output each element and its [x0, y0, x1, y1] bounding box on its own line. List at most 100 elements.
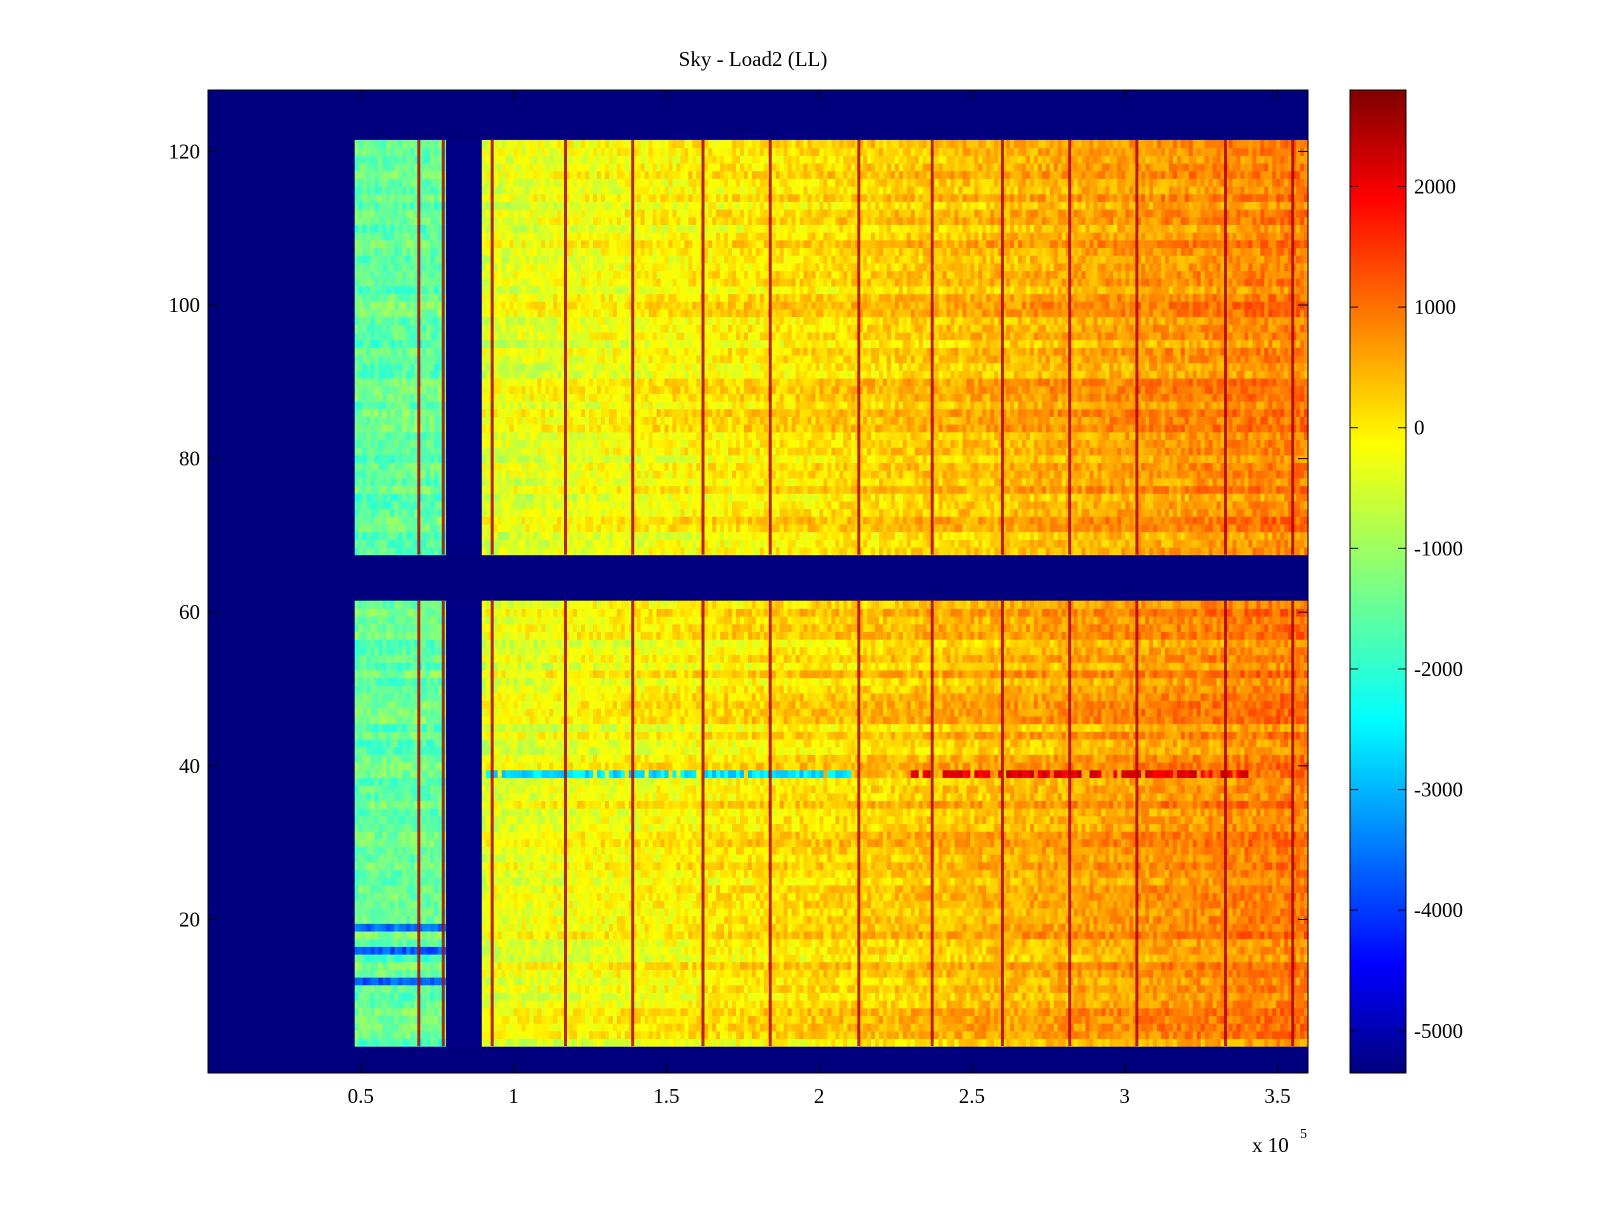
heatmap-cell — [978, 1030, 983, 1040]
heatmap-cell — [1284, 1015, 1289, 1024]
heatmap-cell — [815, 900, 821, 909]
heatmap-cell — [747, 1000, 753, 1009]
heatmap-cell — [851, 953, 856, 963]
heatmap-cell — [561, 953, 566, 963]
heatmap-cell — [553, 953, 558, 963]
heatmap-cell — [743, 938, 749, 947]
heatmap-cell — [410, 923, 415, 932]
heatmap-cell — [382, 1038, 388, 1047]
heatmap-cell — [1089, 969, 1095, 978]
heatmap-cell — [521, 953, 527, 963]
heatmap-cell — [569, 969, 574, 978]
heatmap-cell — [1053, 1000, 1059, 1009]
heatmap-cell — [807, 1015, 813, 1024]
plot-area — [207, 89, 1309, 1074]
heatmap-cell — [632, 915, 638, 924]
heatmap-cell — [414, 984, 419, 993]
heatmap-cell — [628, 969, 634, 978]
heatmap-cell — [398, 1038, 403, 1047]
heatmap-cell — [1228, 930, 1234, 940]
heatmap-cell — [1037, 1015, 1043, 1024]
heatmap-cell — [1264, 907, 1269, 917]
heatmap-cell — [1113, 946, 1118, 955]
heatmap-cell — [1244, 992, 1250, 1001]
heatmap-cell — [1141, 907, 1146, 917]
heatmap-cell — [1053, 915, 1059, 924]
heatmap-cell — [1085, 1030, 1091, 1040]
heatmap-cell — [394, 953, 399, 963]
heatmap-cell — [910, 907, 916, 917]
heatmap-cell — [1200, 892, 1206, 901]
heatmap-cell — [1057, 930, 1063, 940]
heatmap-cell — [882, 984, 888, 993]
heatmap-cell — [461, 1030, 467, 1040]
heatmap-cell — [1288, 900, 1293, 909]
heatmap-cell — [513, 907, 519, 917]
heatmap-cell — [946, 1038, 952, 1047]
heatmap-cell — [906, 923, 912, 932]
heatmap-cell — [867, 977, 872, 986]
heatmap-cell — [724, 930, 729, 940]
heatmap-cell — [811, 969, 817, 978]
heatmap-cell — [771, 953, 777, 963]
heatmap-cell — [815, 961, 821, 970]
heatmap-cell — [434, 984, 439, 993]
heatmap-cell — [1284, 1007, 1289, 1016]
heatmap-cell — [362, 1030, 368, 1040]
heatmap-cell — [1029, 884, 1035, 894]
heatmap-cell — [1053, 1030, 1059, 1040]
heatmap-cell — [398, 969, 403, 978]
heatmap-cell — [477, 1023, 483, 1032]
heatmap-cell — [1053, 1015, 1059, 1024]
heatmap-cell — [720, 1023, 725, 1032]
heatmap-cell — [934, 923, 940, 932]
heatmap-cell — [1248, 969, 1253, 978]
heatmap-cell — [934, 930, 940, 940]
heatmap-cell — [1073, 1007, 1079, 1016]
heatmap-cell — [1121, 915, 1126, 924]
heatmap-cell — [835, 1030, 840, 1040]
heatmap-cell — [950, 884, 956, 894]
heatmap-cell — [386, 992, 392, 1001]
heatmap-cell — [461, 992, 467, 1001]
heatmap-cell — [358, 984, 364, 993]
heatmap-cell — [716, 1015, 721, 1024]
heatmap-cell — [465, 969, 471, 978]
heatmap-cell — [1025, 946, 1031, 955]
heatmap-cell — [1220, 1000, 1226, 1009]
heatmap-cell — [1284, 984, 1289, 993]
heatmap-cell — [986, 977, 991, 986]
heatmap-cell — [481, 884, 487, 894]
heatmap-cell — [1240, 930, 1246, 940]
heatmap-cell — [565, 923, 570, 932]
heatmap-cell — [446, 953, 451, 963]
heatmap-cell — [374, 923, 380, 932]
heatmap-cell — [664, 884, 670, 894]
heatmap-cell — [954, 953, 960, 963]
heatmap-cell — [1260, 915, 1265, 924]
heatmap-cell — [565, 984, 570, 993]
heatmap-cell — [656, 907, 662, 917]
heatmap-cell — [1161, 907, 1166, 917]
heatmap-cell — [430, 1030, 435, 1040]
heatmap-cell — [918, 1023, 924, 1032]
heatmap-cell — [1292, 961, 1297, 970]
heatmap-cell — [982, 930, 987, 940]
heatmap-cell — [477, 1038, 483, 1047]
heatmap-cell — [1304, 1007, 1309, 1016]
heatmap-cell — [648, 1038, 654, 1047]
heatmap-cell — [962, 938, 967, 947]
heatmap-cell — [1216, 1023, 1222, 1032]
heatmap-cell — [1109, 892, 1114, 901]
heatmap-cell — [1184, 915, 1190, 924]
heatmap-cell — [644, 977, 650, 986]
heatmap-cell — [1165, 953, 1170, 963]
heatmap-cell — [771, 992, 777, 1001]
heatmap-cell — [938, 900, 944, 909]
heatmap-cell — [1121, 900, 1126, 909]
heatmap-cell — [1220, 1015, 1226, 1024]
heatmap-cell — [720, 938, 725, 947]
heatmap-cell — [1208, 1030, 1214, 1040]
heatmap-cell — [938, 961, 944, 970]
heatmap-cell — [692, 1015, 697, 1024]
